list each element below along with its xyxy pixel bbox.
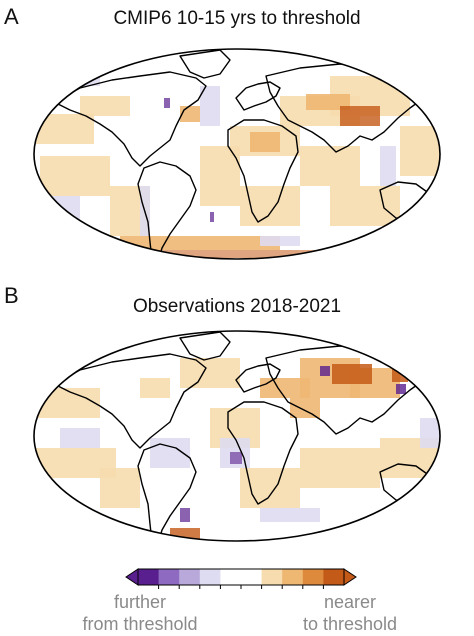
anomaly-patch: [420, 418, 440, 448]
anomaly-patch: [260, 378, 310, 398]
anomaly-patch: [300, 448, 380, 488]
anomaly-patch: [210, 212, 214, 222]
colorbar-arrow-right: [343, 568, 357, 586]
legend-right-line2: to threshold: [302, 614, 398, 634]
legend-right-label: nearer to threshold: [270, 591, 430, 635]
anomaly-patch: [100, 468, 140, 508]
anomaly-patch: [130, 250, 350, 258]
colorbar-swatch: [199, 569, 221, 585]
anomaly-patch: [260, 508, 320, 522]
anomaly-patch: [140, 378, 170, 398]
legend-right-line1: nearer: [323, 592, 377, 612]
colorbar-swatch: [158, 569, 180, 585]
anomaly-patch: [80, 96, 130, 116]
anomaly-patch: [250, 132, 280, 152]
anomaly-patch: [306, 94, 350, 110]
anomaly-patch: [400, 126, 440, 176]
anomaly-patch: [34, 114, 94, 144]
anomaly-patch: [260, 236, 300, 246]
globe-outline: [33, 330, 441, 542]
anomaly-patch: [34, 388, 100, 418]
anomaly-patch: [200, 86, 220, 126]
globe-outline: [33, 48, 441, 260]
coastline-north-america: [53, 353, 207, 449]
anomaly-patch: [164, 98, 170, 108]
anomaly-patch: [230, 452, 242, 464]
anomaly-patch: [180, 106, 200, 122]
anomaly-patch: [340, 106, 380, 126]
colorbar-swatch: [282, 569, 304, 585]
coastline-africa: [227, 119, 299, 223]
anomaly-patch: [320, 366, 330, 376]
coastline-europe: [235, 363, 281, 393]
legend-left-label: further from threshold: [60, 591, 220, 635]
colorbar-swatch: [241, 569, 263, 585]
colorbar-arrow-left: [125, 568, 139, 586]
coastline-africa: [227, 401, 299, 505]
colorbar-swatch: [261, 569, 283, 585]
panel-a-letter: A: [4, 4, 19, 29]
anomaly-patch: [300, 146, 360, 186]
colorbar-swatch: [138, 569, 160, 585]
legend-left-line1: further: [113, 592, 167, 612]
legend-left-line2: from threshold: [82, 614, 198, 634]
panel-a-title: CMIP6 10-15 yrs to threshold: [113, 8, 361, 29]
map-panel-a: [33, 48, 441, 260]
anomaly-patch: [290, 398, 320, 418]
anomaly-field: [34, 66, 440, 258]
anomaly-patch: [60, 66, 100, 86]
anomaly-patch: [120, 236, 280, 250]
coastline-south-america: [137, 443, 197, 541]
anomaly-patch: [60, 428, 100, 448]
coastline-europe: [235, 81, 281, 111]
coastline-north-america: [53, 71, 207, 167]
colorbar-swatch: [220, 569, 242, 585]
anomaly-patch: [180, 508, 190, 522]
anomaly-patch: [240, 468, 300, 508]
anomaly-patch: [180, 358, 240, 388]
coastline-south-america: [137, 161, 197, 259]
anomaly-patch: [332, 364, 372, 384]
anomaly-patch: [240, 186, 300, 226]
colorbar-swatch: [323, 569, 345, 585]
anomaly-patch: [396, 384, 406, 394]
anomaly-patch: [40, 518, 80, 528]
anomaly-patch: [380, 146, 396, 186]
anomaly-patch: [40, 156, 110, 196]
anomaly-patch: [330, 186, 400, 226]
panel-b-title: Observations 2018-2021: [132, 296, 342, 317]
colorbar-swatch: [302, 569, 324, 585]
panel-b-letter: B: [4, 283, 19, 308]
colorbar: [125, 568, 357, 589]
map-panel-b: [33, 330, 441, 542]
colorbar-swatch: [179, 569, 201, 585]
